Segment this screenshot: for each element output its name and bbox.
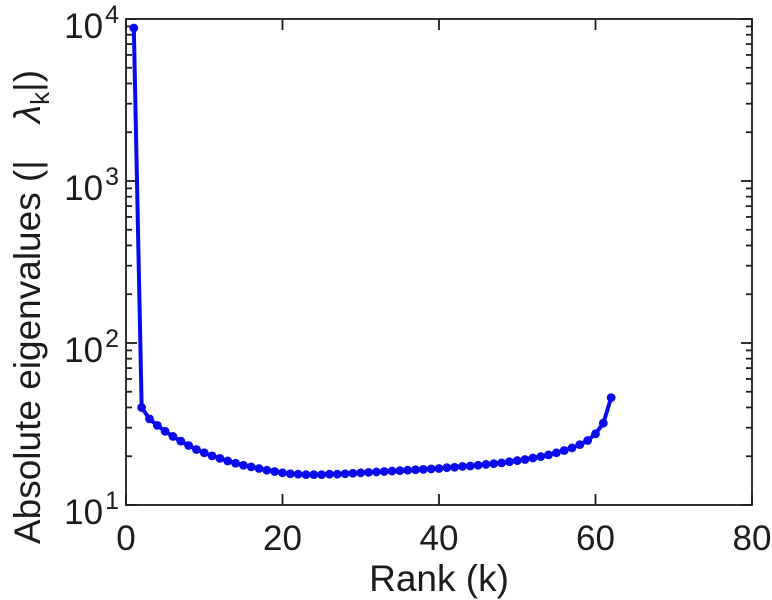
data-point <box>520 455 530 464</box>
data-point <box>497 458 506 468</box>
y-tick-base: 10 <box>64 7 103 46</box>
data-point <box>309 470 319 480</box>
data-point <box>387 466 397 476</box>
data-point <box>418 464 428 474</box>
data-point <box>364 467 373 477</box>
data-point <box>317 470 327 480</box>
data-point <box>551 448 561 458</box>
y-tick-label: 104 <box>64 1 119 46</box>
data-point <box>372 467 381 477</box>
data-point <box>528 453 538 463</box>
data-point <box>481 460 491 469</box>
x-tick-label: 40 <box>420 519 459 558</box>
data-point <box>442 463 452 473</box>
data-point <box>199 448 209 458</box>
y-axis-label-suffix: |) <box>7 70 48 92</box>
data-point <box>223 456 233 466</box>
data-point <box>567 443 577 453</box>
data-point <box>395 466 405 476</box>
data-point <box>254 464 264 473</box>
data-point <box>606 393 616 403</box>
data-series <box>129 23 616 480</box>
data-point <box>137 403 147 412</box>
data-point <box>434 464 444 473</box>
data-point <box>231 458 240 468</box>
data-point <box>270 467 280 476</box>
y-tick-exponent: 4 <box>105 1 119 29</box>
y-tick-exponent: 2 <box>105 325 119 353</box>
data-point <box>262 465 272 475</box>
y-tick-label: 103 <box>64 163 119 208</box>
data-point <box>458 462 467 471</box>
data-point <box>340 469 350 479</box>
data-point <box>583 436 593 445</box>
data-point <box>238 460 248 470</box>
data-point <box>332 469 342 479</box>
y-tick-base: 10 <box>64 331 103 370</box>
y-axis-label-prefix: Absolute eigenvalues (| <box>7 123 48 544</box>
data-point <box>285 469 295 479</box>
data-point <box>325 469 334 479</box>
data-point <box>411 465 420 475</box>
data-point <box>168 432 178 441</box>
y-tick-base: 10 <box>64 169 103 208</box>
data-point <box>489 459 499 469</box>
x-tick-label: 20 <box>263 519 302 558</box>
lambda-symbol: λ <box>7 105 48 125</box>
data-point <box>184 441 194 450</box>
data-point <box>591 429 600 439</box>
x-tick-label: 60 <box>576 519 615 558</box>
data-point <box>192 445 201 454</box>
x-tick-labels: 0 20 40 60 80 <box>116 519 771 558</box>
data-point <box>293 469 303 479</box>
x-axis-label: Rank (k) <box>369 558 509 599</box>
data-point <box>301 470 311 480</box>
y-tick-exponent: 1 <box>105 487 119 515</box>
axis-ticks <box>125 18 753 506</box>
data-point <box>450 462 460 472</box>
data-point <box>426 464 436 474</box>
x-tick-label: 0 <box>116 519 135 558</box>
data-point <box>207 451 217 461</box>
data-point <box>465 461 475 471</box>
data-point <box>505 457 514 467</box>
data-point <box>129 23 139 33</box>
data-point <box>145 414 154 424</box>
data-point <box>575 440 585 449</box>
y-tick-label: 102 <box>64 325 119 370</box>
data-point <box>176 436 186 446</box>
y-tick-exponent: 3 <box>105 163 119 191</box>
y-tick-base: 10 <box>64 493 103 532</box>
data-point <box>512 456 522 465</box>
data-point <box>403 465 413 475</box>
data-point <box>246 462 256 472</box>
data-point <box>215 453 225 463</box>
data-point <box>536 452 546 461</box>
y-axis-label: Absolute eigenvalues (| λk|) <box>7 70 55 544</box>
data-point <box>559 446 569 455</box>
data-point <box>473 460 483 470</box>
data-point <box>379 467 389 476</box>
data-point <box>152 420 162 430</box>
lambda-subscript-k: k <box>25 91 55 105</box>
data-point <box>278 468 287 478</box>
y-tick-label: 101 <box>64 487 119 532</box>
data-point <box>160 426 170 436</box>
data-point <box>356 468 366 478</box>
data-point <box>348 468 358 478</box>
data-point <box>598 418 608 428</box>
data-point <box>544 450 553 460</box>
x-tick-label: 80 <box>733 519 772 558</box>
